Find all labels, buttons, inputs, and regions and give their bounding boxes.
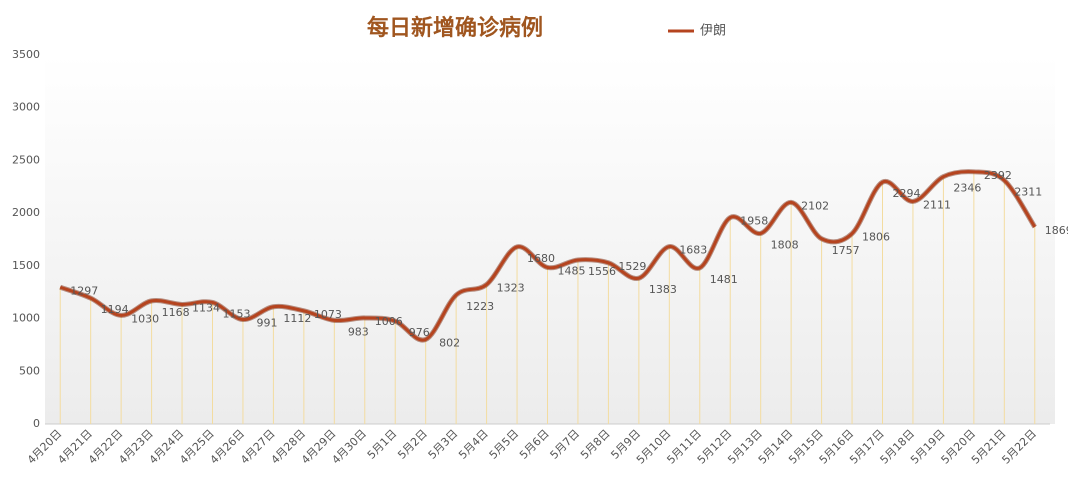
data-label: 1680	[527, 252, 555, 265]
data-label: 2311	[1014, 185, 1042, 198]
y-tick-label: 0	[33, 417, 40, 430]
x-tick-label: 5月7日	[548, 427, 583, 462]
data-label: 1323	[497, 282, 525, 295]
data-label: 1383	[649, 283, 677, 296]
data-label: 976	[409, 326, 430, 339]
x-tick-label: 5月8日	[578, 427, 613, 462]
y-tick-label: 2500	[12, 153, 40, 166]
data-label: 1958	[740, 215, 768, 228]
chart-title: 每日新增确诊病例	[367, 15, 543, 41]
data-label: 1529	[618, 260, 646, 273]
data-label: 1153	[223, 307, 251, 320]
data-label: 1806	[862, 231, 890, 244]
x-tick-label: 5月6日	[517, 427, 552, 462]
data-label: 2392	[984, 169, 1012, 182]
data-label: 1194	[101, 303, 129, 316]
data-label: 1030	[131, 312, 159, 325]
data-label: 1297	[70, 284, 98, 297]
data-label: 1168	[162, 306, 190, 319]
data-label: 991	[256, 317, 277, 330]
data-label: 1757	[832, 244, 860, 257]
data-label: 1073	[314, 308, 342, 321]
y-tick-label: 2000	[12, 206, 40, 219]
data-label: 2346	[953, 182, 981, 195]
legend-label: 伊朗	[700, 24, 726, 39]
data-label: 2294	[893, 187, 921, 200]
x-tick-label: 5月22日	[999, 427, 1039, 467]
data-label: 1485	[558, 264, 586, 277]
x-tick-label: 5月5日	[487, 427, 522, 462]
data-label: 1808	[771, 238, 799, 251]
data-label: 2102	[801, 199, 829, 212]
y-tick-label: 500	[19, 364, 40, 377]
data-label: 1683	[679, 244, 707, 257]
x-tick-label: 4月30日	[329, 427, 369, 467]
data-label: 2111	[923, 198, 951, 211]
y-tick-label: 1000	[12, 312, 40, 325]
plot-background	[45, 55, 1055, 424]
data-label: 1869	[1045, 224, 1068, 237]
data-label: 1556	[588, 265, 616, 278]
y-tick-label: 3500	[12, 48, 40, 61]
data-label: 1481	[710, 273, 738, 286]
data-label: 1006	[375, 315, 403, 328]
x-tick-label: 5月1日	[365, 427, 400, 462]
y-tick-label: 1500	[12, 259, 40, 272]
data-label: 983	[348, 325, 369, 338]
data-label: 802	[439, 336, 460, 349]
data-label: 1112	[283, 312, 311, 325]
data-label: 1134	[192, 301, 220, 314]
x-tick-label: 5月2日	[395, 427, 430, 462]
x-tick-label: 5月3日	[426, 427, 461, 462]
x-tick-label: 5月4日	[456, 427, 491, 462]
series-line	[59, 170, 1037, 342]
data-label: 1223	[466, 300, 494, 313]
y-tick-label: 3000	[12, 101, 40, 114]
